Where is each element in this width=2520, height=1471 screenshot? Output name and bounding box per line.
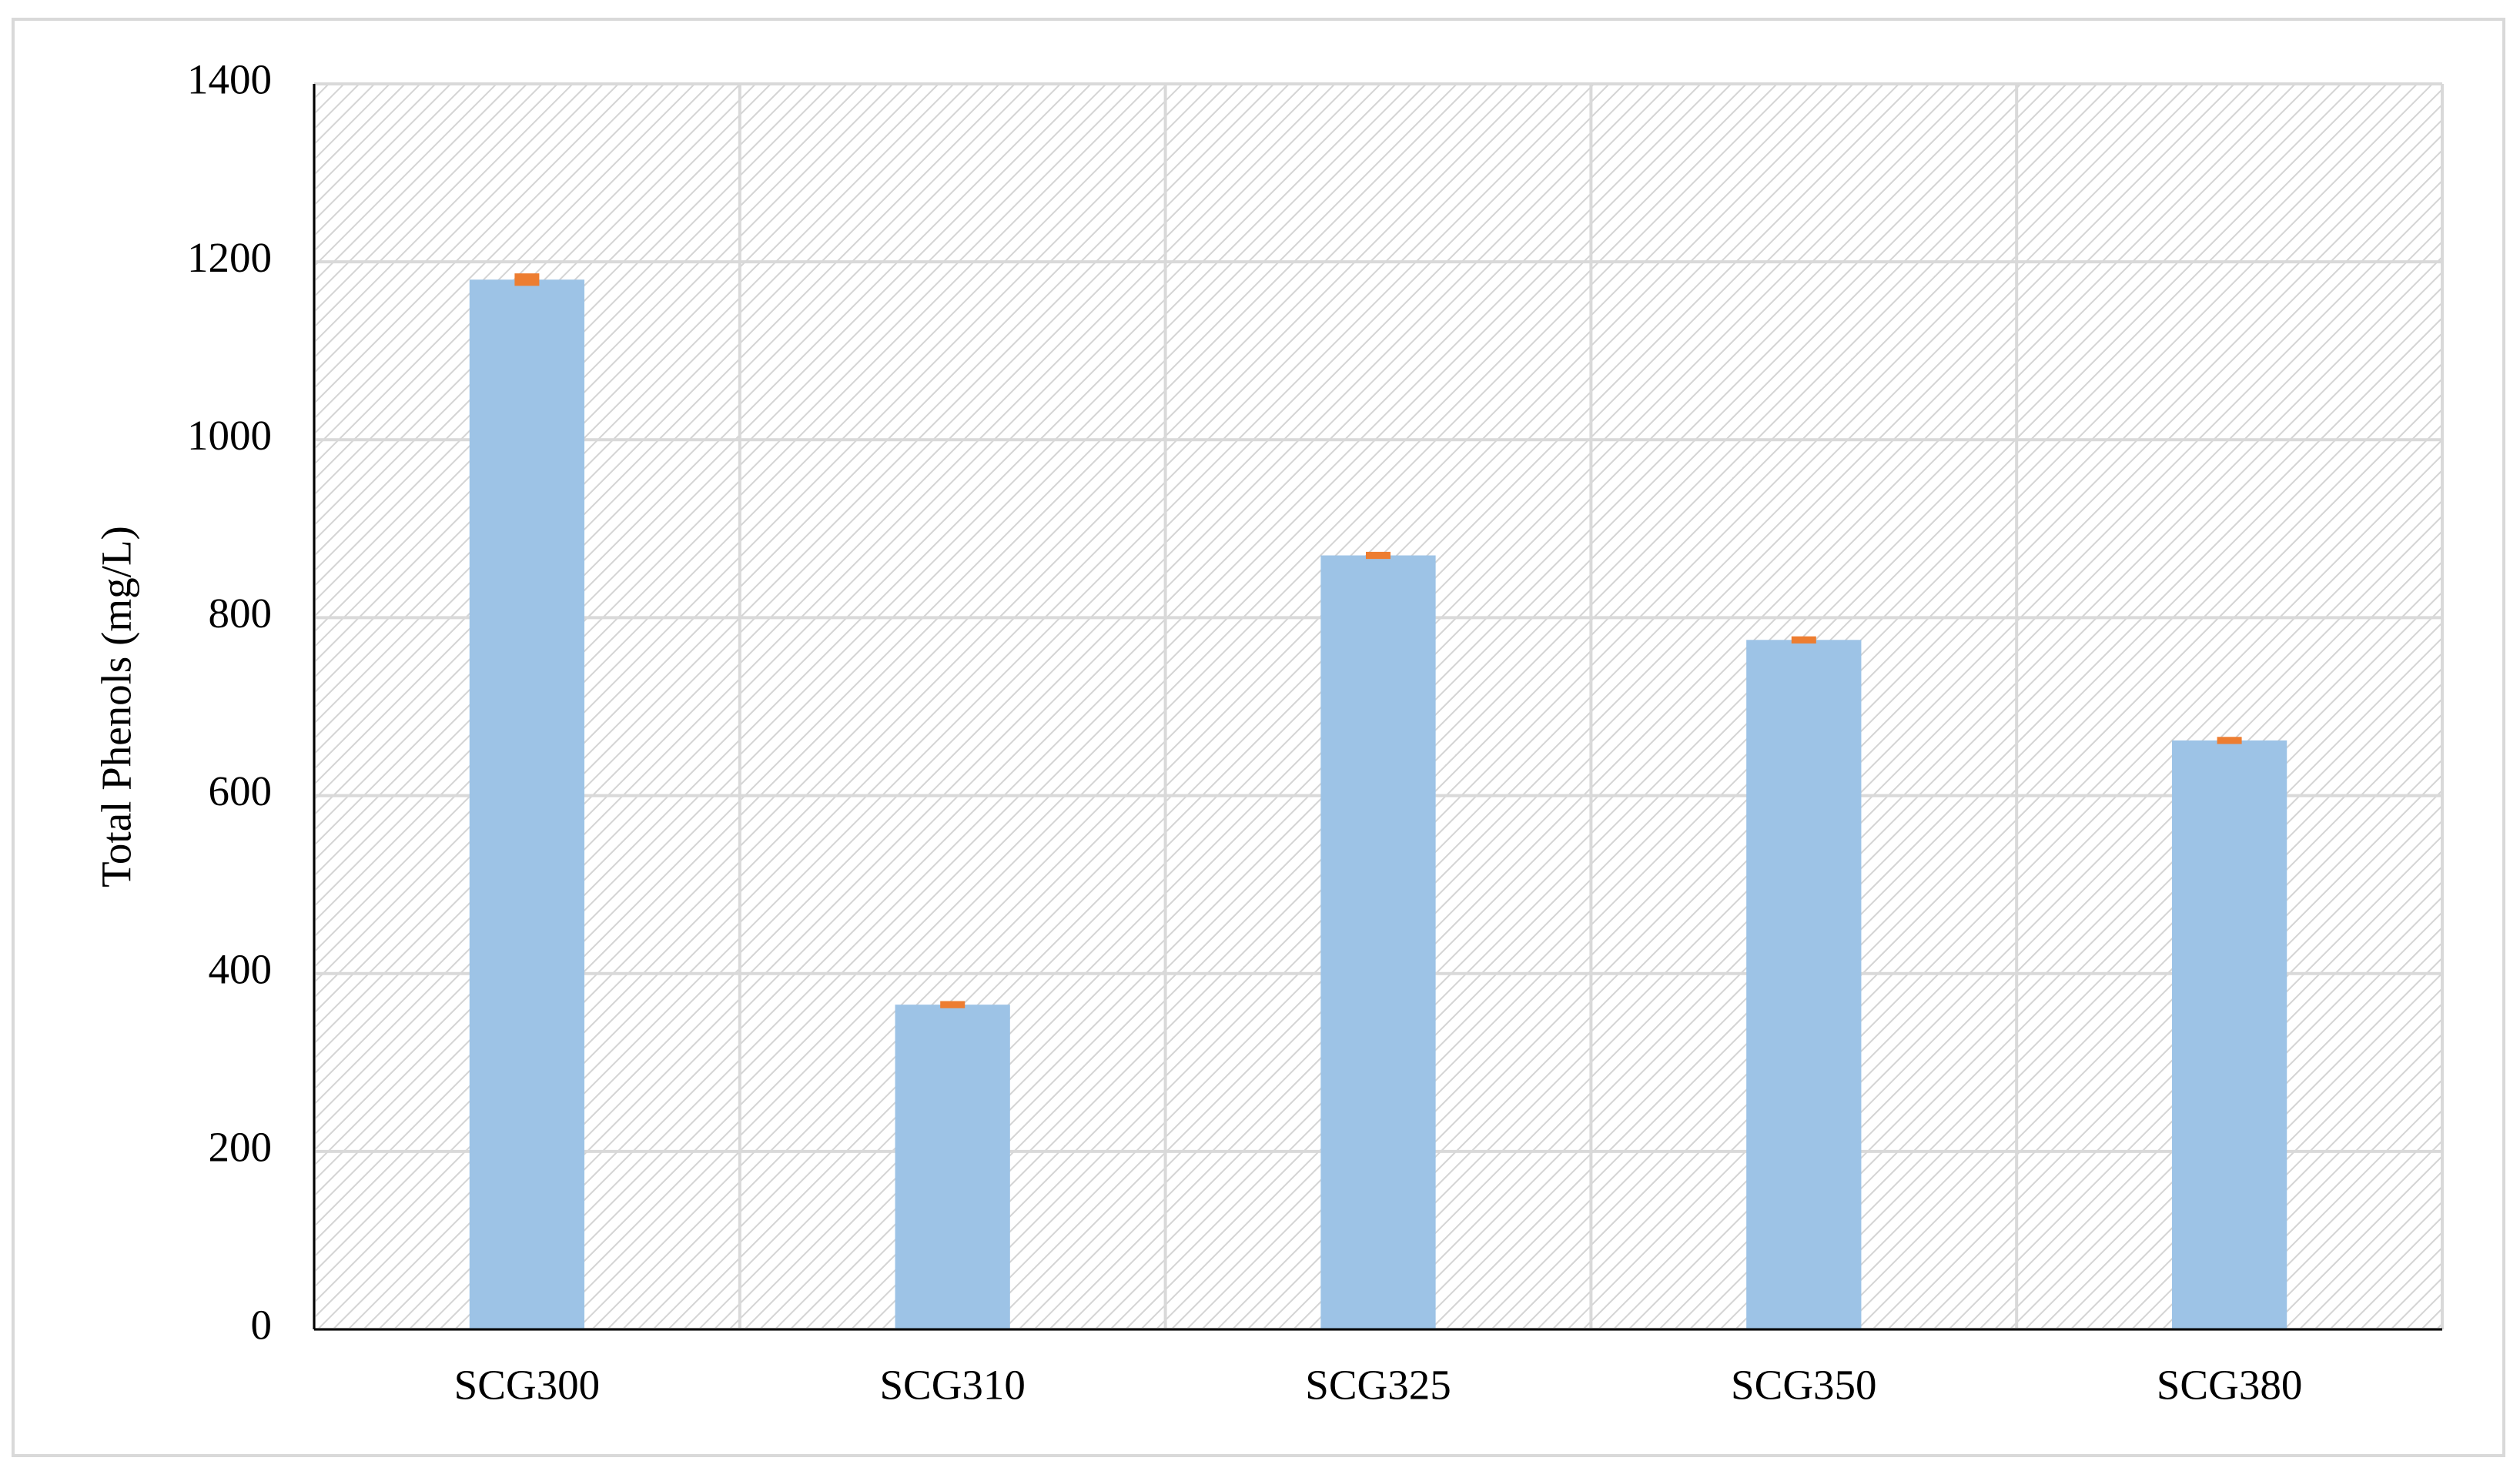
x-tick-label: SCG310	[879, 1362, 1026, 1409]
error-bar	[514, 273, 540, 286]
bar	[1320, 555, 1436, 1329]
y-tick-label: 400	[209, 945, 273, 992]
bar	[2171, 740, 2287, 1329]
y-tick-label: 1400	[187, 56, 272, 103]
y-tick-label: 1200	[187, 234, 272, 281]
y-tick-label: 800	[209, 590, 273, 637]
y-axis-label: Total Phenols (mg/L)	[93, 526, 140, 888]
x-tick-label: SCG300	[454, 1362, 601, 1409]
bar	[1746, 640, 1862, 1329]
y-tick-label: 600	[209, 767, 273, 814]
y-tick-label: 1000	[187, 412, 272, 459]
error-bar	[940, 1001, 965, 1008]
error-bar	[1791, 636, 1816, 644]
bar	[469, 279, 585, 1330]
bar	[895, 1005, 1010, 1329]
x-tick-label: SCG350	[1731, 1362, 1877, 1409]
error-bar	[2217, 737, 2242, 744]
x-tick-label: SCG325	[1305, 1362, 1451, 1409]
x-tick-label: SCG380	[2157, 1362, 2303, 1409]
y-tick-label: 0	[251, 1302, 273, 1349]
y-tick-label: 200	[209, 1123, 273, 1170]
error-bar	[1366, 551, 1391, 560]
